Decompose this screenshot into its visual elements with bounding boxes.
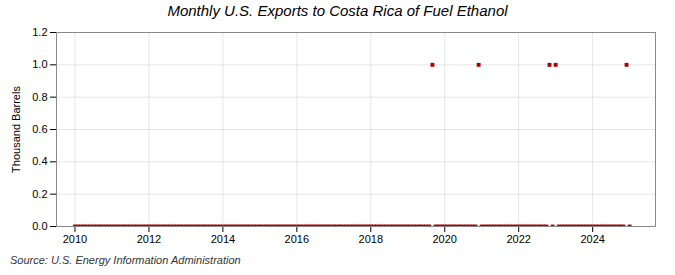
svg-text:2018: 2018 — [359, 233, 383, 245]
svg-text:2022: 2022 — [506, 233, 530, 245]
svg-text:1.0: 1.0 — [32, 58, 47, 70]
svg-text:2016: 2016 — [285, 233, 309, 245]
svg-text:2010: 2010 — [63, 233, 87, 245]
svg-text:2020: 2020 — [432, 233, 456, 245]
svg-text:2024: 2024 — [580, 233, 604, 245]
html-text:Monthly U.S. Exports to Costa: Monthly U.S. Exports to Costa Rica of Fu… — [167, 2, 508, 19]
svg-text:2014: 2014 — [211, 233, 235, 245]
svg-text:1.2: 1.2 — [32, 26, 47, 38]
svg-text:0.2: 0.2 — [32, 188, 47, 200]
svg-text:0.6: 0.6 — [32, 123, 47, 135]
svg-text:2012: 2012 — [137, 233, 161, 245]
svg-text:Thousand Barrels: Thousand Barrels — [10, 86, 22, 173]
svg-text:0.0: 0.0 — [32, 220, 47, 232]
svg-text:0.4: 0.4 — [32, 155, 47, 167]
svg-text:0.8: 0.8 — [32, 91, 47, 103]
html-text:Source: U.S. Energy Informatio: Source: U.S. Energy Information Administ… — [10, 254, 241, 266]
